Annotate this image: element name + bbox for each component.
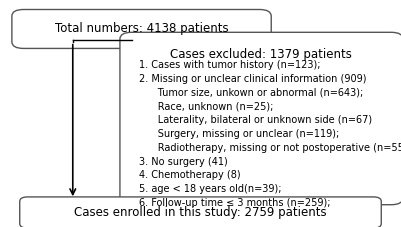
Text: 2. Missing or unclear clinical information (909): 2. Missing or unclear clinical informati… bbox=[139, 74, 366, 84]
FancyBboxPatch shape bbox=[120, 32, 401, 205]
Text: 4. Chemotherapy (8): 4. Chemotherapy (8) bbox=[139, 170, 241, 180]
Text: 6. Follow-up time ≤ 3 months (n=259);: 6. Follow-up time ≤ 3 months (n=259); bbox=[139, 198, 330, 208]
Text: Laterality, bilateral or unknown side (n=67): Laterality, bilateral or unknown side (n… bbox=[139, 115, 372, 125]
Text: Radiotherapy, missing or not postoperative (n=55);: Radiotherapy, missing or not postoperati… bbox=[139, 143, 401, 153]
Text: 5. age < 18 years old(n=39);: 5. age < 18 years old(n=39); bbox=[139, 184, 282, 194]
Text: Cases excluded: 1379 patients: Cases excluded: 1379 patients bbox=[170, 48, 352, 61]
Text: 1. Cases with tumor history (n=123);: 1. Cases with tumor history (n=123); bbox=[139, 60, 320, 70]
Text: Total numbers: 4138 patients: Total numbers: 4138 patients bbox=[55, 22, 228, 35]
FancyBboxPatch shape bbox=[20, 197, 381, 227]
Text: Cases enrolled in this study: 2759 patients: Cases enrolled in this study: 2759 patie… bbox=[74, 206, 327, 219]
Text: 3. No surgery (41): 3. No surgery (41) bbox=[139, 157, 227, 167]
Text: Race, unknown (n=25);: Race, unknown (n=25); bbox=[139, 101, 273, 111]
Text: Tumor size, unkown or abnormal (n=643);: Tumor size, unkown or abnormal (n=643); bbox=[139, 88, 363, 98]
FancyBboxPatch shape bbox=[12, 10, 271, 48]
Text: Surgery, missing or unclear (n=119);: Surgery, missing or unclear (n=119); bbox=[139, 129, 339, 139]
